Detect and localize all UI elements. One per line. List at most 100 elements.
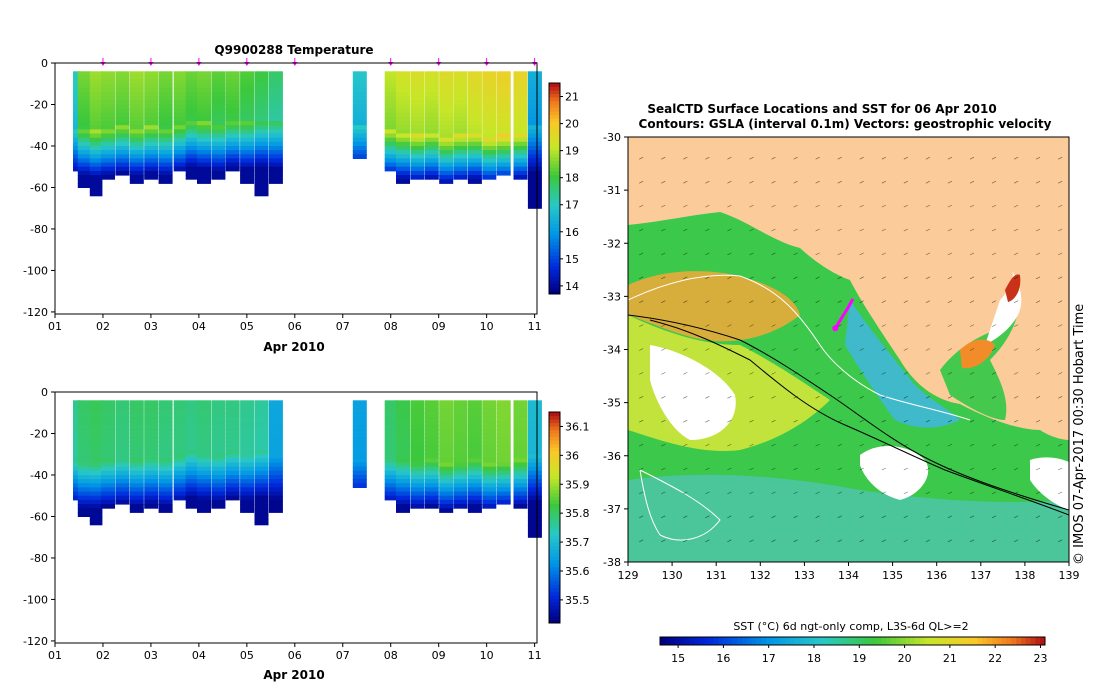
section-cell [240,87,255,93]
section-cell [527,454,542,459]
section-cell [254,504,269,509]
section-cell [101,475,115,480]
colorbar-segment [549,454,560,459]
velocity-vector [1058,300,1063,303]
colorbar-segment [549,436,560,441]
section-cell [77,508,91,513]
section-cell [225,437,240,443]
section-cell [185,96,199,101]
section-cell [73,475,81,480]
velocity-vector [683,180,688,184]
section-cell [158,146,173,151]
section-cell [467,154,482,159]
section-cell [115,83,130,89]
section-cell [158,179,173,184]
velocity-vector [1013,372,1019,375]
section-cell [173,441,187,447]
section-cell [467,437,482,443]
velocity-vector [903,324,908,327]
section-cell [439,79,454,85]
temperature-y-axis: 0-20-40-60-80-100-120 [23,57,55,319]
section-cell [197,158,211,164]
section-cell [496,450,511,455]
section-cell [527,400,542,405]
section-cell [352,137,367,143]
section-cell [254,416,269,422]
section-cell [211,475,226,480]
colorbar-segment [549,107,560,112]
velocity-vector [881,396,886,399]
section-cell [384,458,398,464]
section-cell [513,170,528,176]
velocity-vector [639,276,644,280]
section-cell [115,437,130,443]
section-cell [482,425,497,430]
section-cell [197,483,211,488]
velocity-vector [925,491,931,495]
section-cell [424,495,439,501]
section-cell [129,470,144,476]
section-cell [197,112,211,118]
colorbar-segment [900,637,906,645]
velocity-vector [903,419,908,423]
x-tick-label: 05 [240,649,254,662]
velocity-vector [705,348,710,351]
section-cell [527,141,542,147]
section-cell [115,96,130,101]
section-cell [115,450,130,455]
section-cell [144,175,159,180]
section-cell [185,462,199,468]
section-cell [211,400,226,405]
section-cell [496,108,511,114]
section-cell [439,421,454,426]
velocity-vector [859,348,864,351]
colorbar-segment [823,637,829,645]
section-cell [240,121,255,126]
section-cell [73,483,81,488]
colorbar-segment [751,637,757,645]
section-cell [467,475,482,480]
section-cell [410,441,425,447]
velocity-vector [639,419,644,423]
y-tick-label: -80 [30,552,48,565]
velocity-vector [969,252,975,256]
section-cell [129,458,144,464]
section-cell [185,487,199,493]
velocity-vector [969,348,975,351]
section-cell [115,87,130,93]
section-cell [225,104,240,110]
section-cell [268,441,283,447]
section-cell [225,100,240,105]
section-cell [396,400,410,405]
section-cell [268,475,283,480]
section-cell [396,125,410,130]
section-cell [129,146,144,151]
colorbar-tick-label: 35.7 [565,536,590,549]
section-cell [410,71,425,76]
section-cell [144,466,159,472]
section-cell [352,87,367,93]
section-cell [240,154,255,159]
salinity-x-axis: 01 02 03 04 05 06 07 08 09 10 11 [48,643,542,662]
section-cell [396,162,410,168]
colorbar-segment [765,637,772,645]
section-cell [89,141,103,147]
colorbar-segment [549,549,560,554]
velocity-vector [925,515,931,519]
section-cell [89,512,103,517]
x-tick-label: 07 [336,649,350,662]
section-cell [144,445,159,451]
section-cell [453,92,468,97]
section-cell [185,133,199,139]
colorbar-segment [799,637,805,645]
section-cell [254,175,269,180]
section-cell [185,404,199,410]
section-cell [424,104,439,110]
velocity-vector [969,204,975,208]
velocity-vector [947,180,953,184]
section-cell [225,421,240,426]
colorbar-segment [549,244,560,249]
section-cell [453,466,468,472]
section-cell [185,400,199,405]
colorbar-segment [549,429,560,434]
